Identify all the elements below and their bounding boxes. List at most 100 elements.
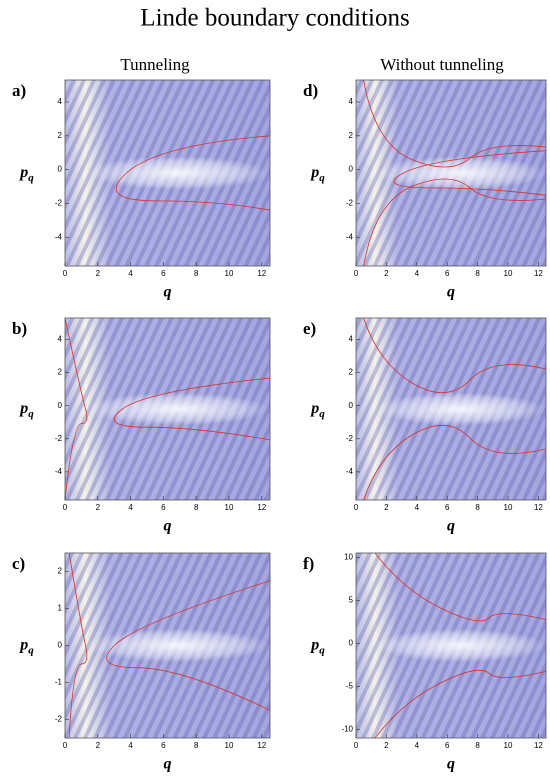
y-tick-label: 0 [349,638,354,647]
y-tick-label: 4 [58,335,63,344]
x-axis-label: q [164,518,172,535]
x-tick-label: 12 [257,269,266,278]
y-tick-label: 2 [349,368,354,377]
x-tick-label: 4 [415,269,420,278]
x-axis-label: q [447,284,455,301]
x-tick-label: 12 [534,741,543,750]
y-tick-label: 4 [349,335,354,344]
x-tick-label: 8 [475,503,480,512]
panel-label: d) [303,81,318,100]
y-axis-label-sub: q [28,408,34,420]
x-tick-label: 6 [161,503,166,512]
y-tick-label: -4 [55,467,63,476]
y-tick-label: 10 [344,552,353,561]
y-tick-label: -2 [346,434,354,443]
x-tick-label: 0 [354,503,359,512]
density-lobe [375,156,546,190]
y-tick-label: 4 [58,97,63,106]
y-tick-label: 5 [349,595,354,604]
y-axis-label: pq [309,636,325,656]
x-tick-label: 2 [96,503,101,512]
x-tick-label: 0 [63,503,68,512]
y-axis-label: pq [309,164,325,184]
x-tick-label: 4 [128,269,133,278]
panel-label: a) [12,81,26,100]
y-axis-label-main: p [18,636,28,653]
contour-curve [374,552,547,622]
y-tick-label: 0 [349,165,354,174]
x-tick-label: 10 [504,741,513,750]
column-heading: Without tunneling [380,55,504,74]
x-tick-label: 0 [63,741,68,750]
y-axis-label: pq [309,400,325,420]
x-tick-label: 12 [257,741,266,750]
x-tick-label: 4 [415,503,420,512]
plot-frame [64,79,271,267]
contour-curve [115,135,271,211]
contour-curve [393,150,547,196]
contour-curve [106,580,271,711]
y-tick-label: 2 [58,567,63,576]
y-tick-label: -5 [346,681,354,690]
y-axis-label: pq [18,164,34,184]
x-tick-label: 8 [194,741,199,750]
x-axis-label: q [164,756,172,773]
x-tick-label: 10 [225,269,234,278]
x-tick-label: 6 [445,269,450,278]
contour-curve [363,79,547,168]
x-tick-label: 0 [63,269,68,278]
y-axis-label: pq [18,400,34,420]
contour-curve [363,317,547,394]
contour-curve [363,424,547,501]
y-tick-label: 2 [349,131,354,140]
y-axis-label-main: p [18,164,28,181]
plot-frame [355,317,547,501]
density-lobe [85,156,270,190]
x-tick-label: 4 [128,741,133,750]
density-lobe [85,392,270,426]
y-tick-label: 0 [349,401,354,410]
y-tick-label: -4 [346,232,354,241]
plot-frame [355,552,547,739]
y-tick-label: 0 [58,641,63,650]
panel-label: b) [12,319,27,338]
y-tick-label: -4 [55,232,63,241]
y-tick-label: -10 [341,725,353,734]
y-axis-label-main: p [309,636,319,653]
x-tick-label: 2 [96,741,101,750]
density-lobe [85,628,270,663]
x-tick-label: 2 [384,503,389,512]
y-tick-label: -2 [346,199,354,208]
x-tick-label: 12 [534,503,543,512]
x-tick-label: 4 [415,741,420,750]
y-tick-label: 2 [58,368,63,377]
figure-title: Linde boundary conditions [140,5,409,32]
y-tick-label: 0 [58,401,63,410]
x-tick-label: 10 [504,269,513,278]
y-axis-label-sub: q [319,644,325,656]
x-tick-label: 12 [257,503,266,512]
y-tick-label: 2 [58,131,63,140]
panel-label: e) [303,319,316,338]
density-lobe [375,628,546,663]
y-axis-label-sub: q [28,172,34,184]
y-axis-label-main: p [309,164,319,181]
x-tick-label: 12 [534,269,543,278]
x-tick-label: 6 [445,503,450,512]
y-axis-label-main: p [18,400,28,417]
y-axis-label-sub: q [319,172,325,184]
x-tick-label: 4 [128,503,133,512]
y-axis-label-sub: q [319,408,325,420]
x-tick-label: 8 [475,741,480,750]
x-axis-label: q [164,284,172,301]
y-axis-label: pq [18,636,34,656]
x-tick-label: 2 [96,269,101,278]
panel-label: c) [12,554,25,573]
contour-curve [113,377,271,441]
y-tick-label: -4 [346,467,354,476]
y-tick-label: 0 [58,165,63,174]
x-tick-label: 10 [225,503,234,512]
